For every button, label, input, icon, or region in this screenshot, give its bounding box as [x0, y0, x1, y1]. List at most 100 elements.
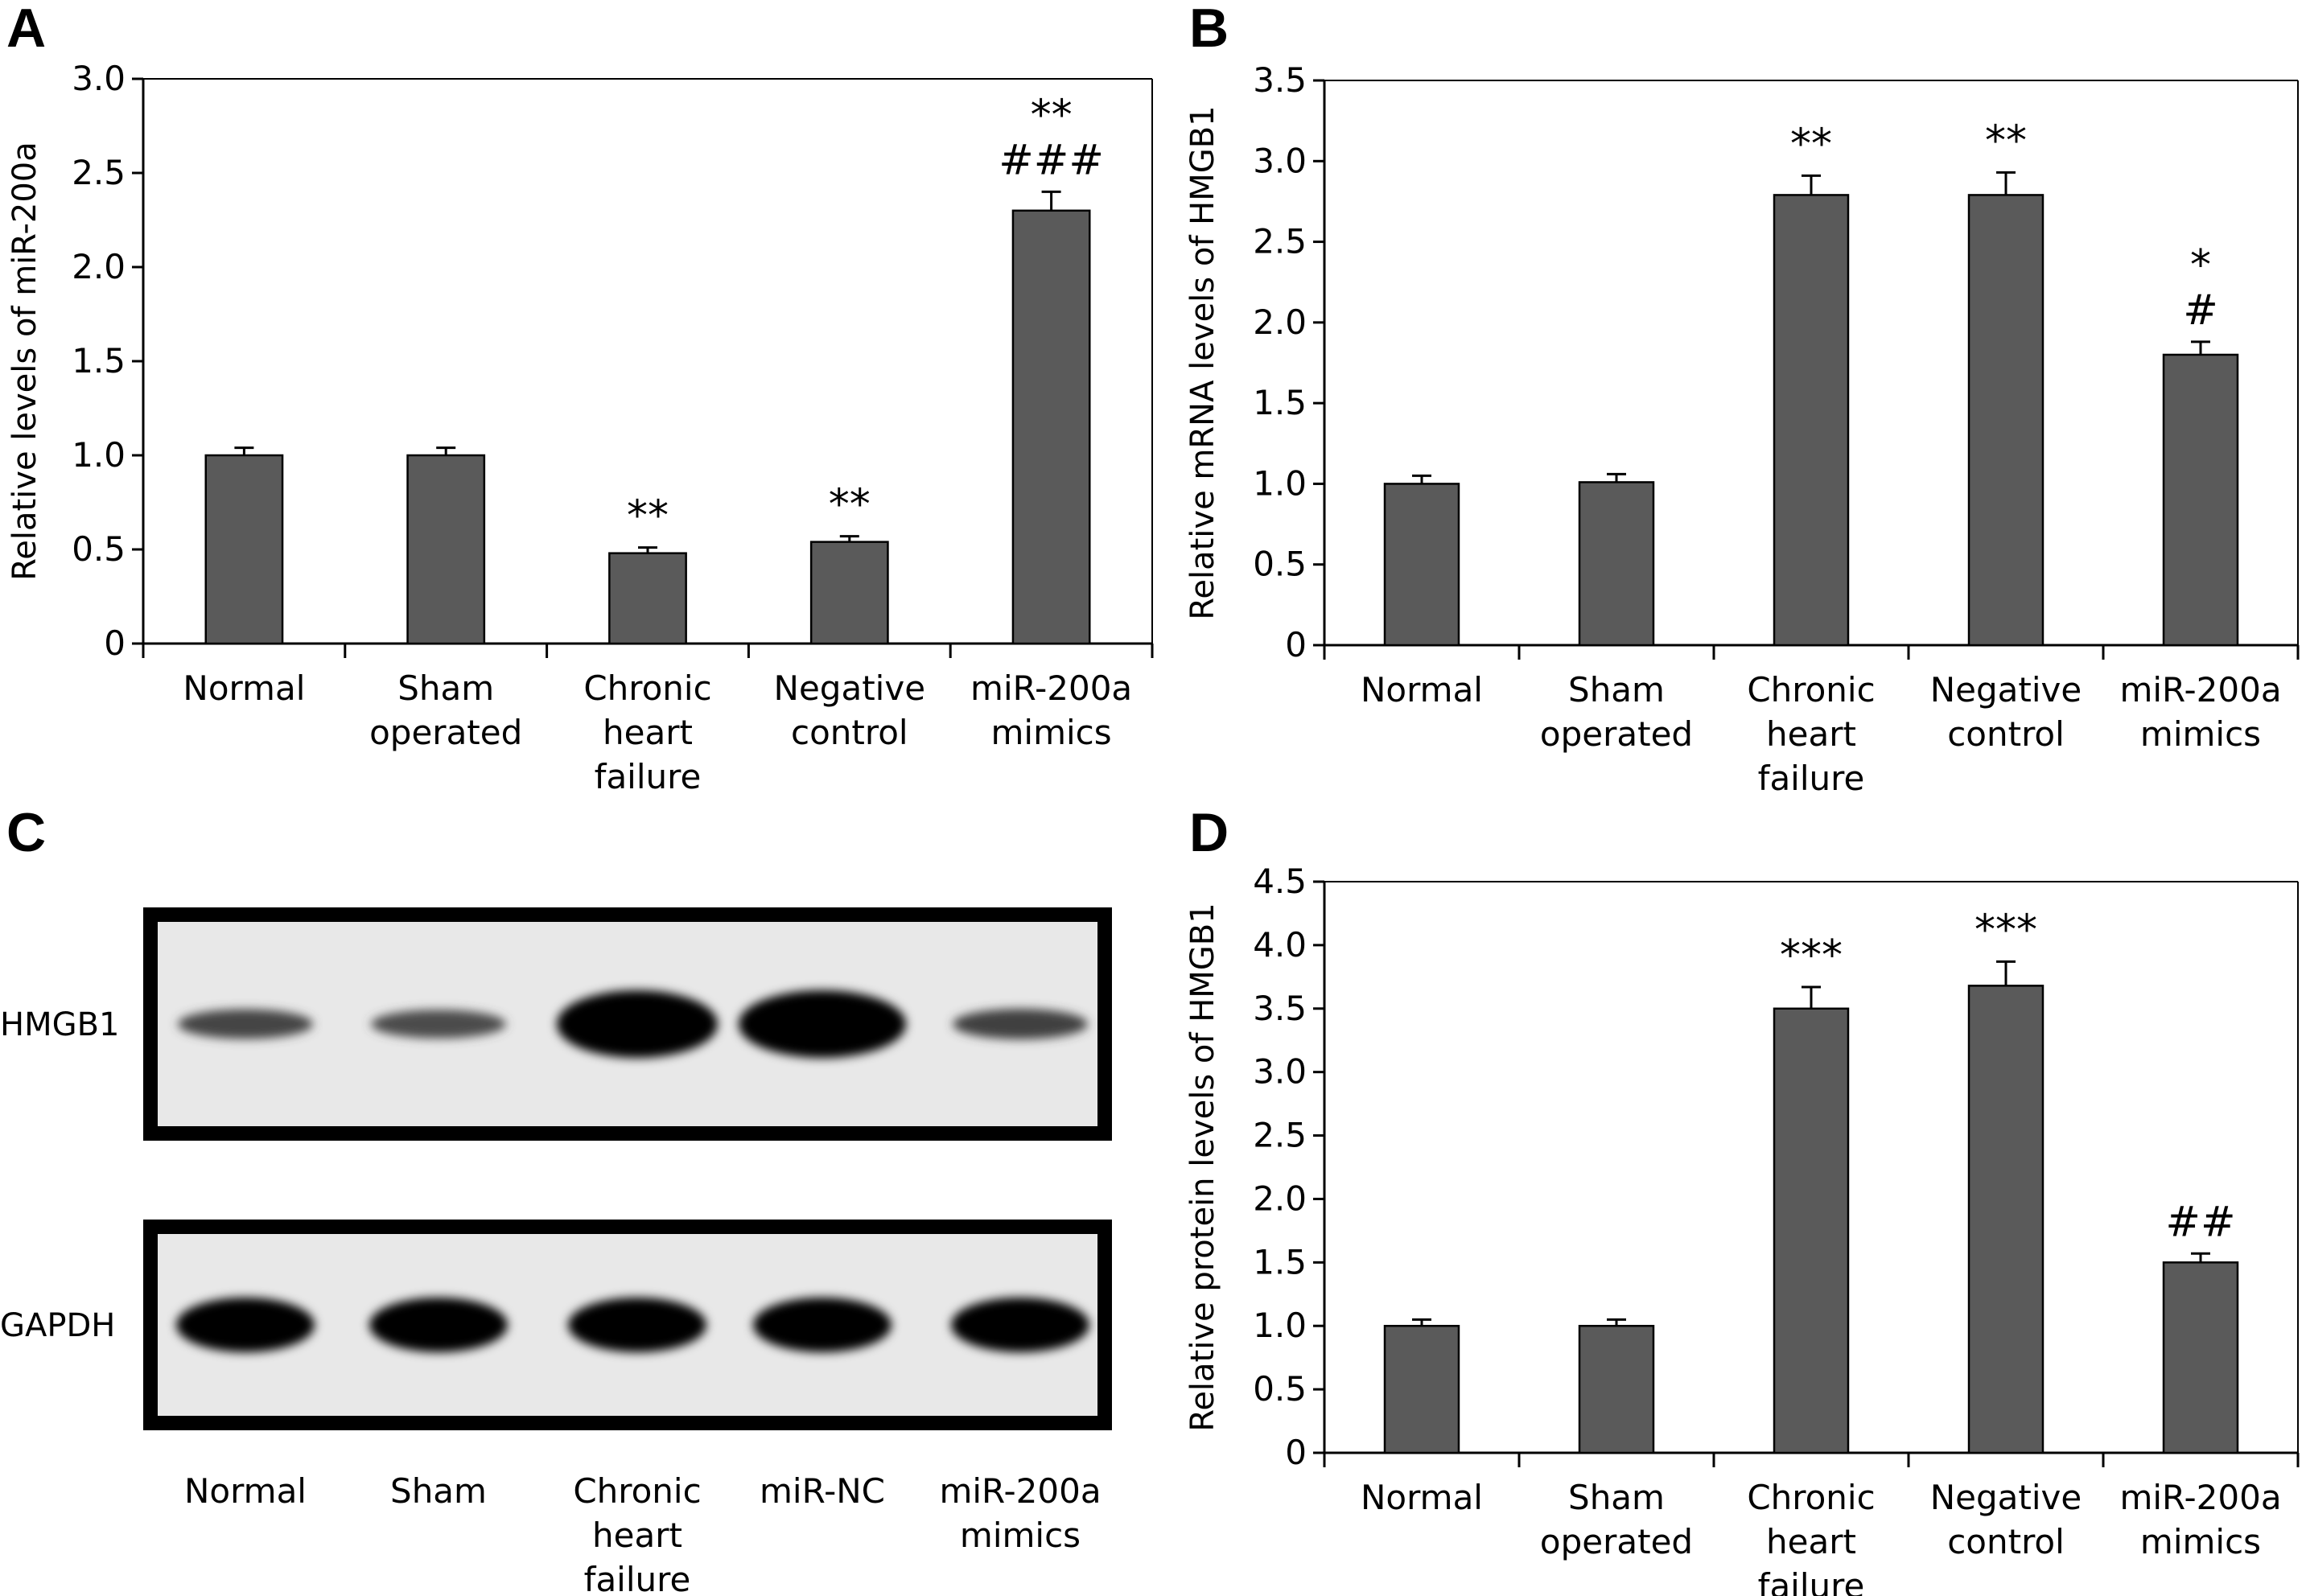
x-category-label: Normal [183, 668, 305, 708]
y-tick-label: 4.0 [1253, 925, 1307, 965]
bar [1967, 985, 2045, 1454]
y-axis-title: Relative levels of miR-200a [6, 142, 43, 581]
x-category-label: heart [1766, 714, 1856, 754]
x-category-label: Normal [1361, 1478, 1483, 1517]
significance-mark: ** [1031, 91, 1073, 139]
significance-mark: ** [829, 481, 871, 529]
x-category-label: failure [1758, 759, 1865, 798]
x-category-label: control [791, 713, 908, 752]
y-tick-label: 2.0 [72, 247, 126, 286]
y-tick-label: 1.5 [72, 341, 126, 380]
y-tick-label: 1.0 [1253, 1306, 1307, 1345]
y-tick-label: 1.5 [1253, 1242, 1307, 1281]
y-axis-title: Relative protein levels of HMGB1 [1184, 903, 1221, 1431]
x-category-label: failure [595, 757, 702, 796]
significance-mark: ## [2165, 1198, 2235, 1246]
y-tick-label: 3.0 [72, 59, 126, 98]
blot-band [753, 1298, 892, 1352]
significance-mark: * [2190, 241, 2211, 290]
western-blot: HMGB1 GAPDH Normal Sham Chronic heart failure m… [0, 907, 1112, 1596]
x-category-label: mimics [991, 713, 1112, 752]
significance-mark: *** [1975, 906, 2037, 954]
chart-a: 0 0.5 1.0 1.5 2.0 2.5 3.0 Relative levels of mi… [6, 59, 1154, 796]
blot-band [557, 990, 718, 1058]
x-category-label: miR-200a [2119, 670, 2281, 710]
x-category-label: mimics [2140, 1522, 2261, 1561]
blot-lane-label: heart [592, 1516, 682, 1555]
y-tick-label: 2.0 [1253, 302, 1307, 342]
bar [608, 552, 687, 645]
blot-band [371, 1010, 506, 1039]
y-tick-label: 2.5 [1253, 1116, 1307, 1155]
chart-d: 0 0.5 1.0 1.5 2.0 2.5 3.0 3.5 4.0 4.5 Relative pro… [1184, 862, 2300, 1596]
x-category-label: mimics [2140, 714, 2261, 754]
x-category-label: Sham [397, 668, 494, 708]
bar [406, 454, 486, 645]
significance-mark: ### [999, 136, 1104, 184]
x-category-label: operated [1540, 714, 1693, 754]
x-category-label: miR-200a [970, 668, 1132, 708]
y-tick-label: 1.0 [1253, 463, 1307, 503]
x-category-label: operated [369, 713, 522, 752]
x-category-label: operated [1540, 1522, 1693, 1561]
bar [1383, 483, 1460, 647]
bar [1011, 209, 1091, 645]
y-tick-label: 3.0 [1253, 1052, 1307, 1092]
y-tick-label: 3.0 [1253, 141, 1307, 180]
y-tick-label: 3.5 [1253, 60, 1307, 100]
x-category-label: Negative [1930, 1478, 2082, 1517]
panel-letter-a: A [6, 0, 46, 59]
panel-letter-d: D [1189, 802, 1229, 863]
x-category-label: Chronic [583, 668, 711, 708]
x-category-label: heart [603, 713, 693, 752]
blot-band [176, 1298, 315, 1352]
blot-lane-label: Sham [390, 1471, 487, 1511]
blot-lane-label: Normal [184, 1471, 307, 1511]
x-category-label: control [1947, 714, 2065, 754]
blot-band [951, 1298, 1089, 1352]
x-category-label: Chronic [1747, 670, 1875, 710]
y-tick-label: 0.5 [72, 529, 126, 569]
bar [1578, 1324, 1655, 1454]
x-category-label: Sham [1568, 670, 1665, 710]
bar [204, 454, 284, 645]
x-category-label: miR-200a [2119, 1478, 2281, 1517]
x-category-label: Negative [1930, 670, 2082, 710]
significance-mark: ** [1790, 120, 1832, 168]
bar [2162, 353, 2239, 647]
blot-band [739, 990, 906, 1058]
chart-b: 0 0.5 1.0 1.5 2.0 2.5 3.0 3.5 Relative mRNA leve… [1184, 60, 2300, 798]
x-category-label: Normal [1361, 670, 1483, 710]
blot-row-label: HMGB1 [0, 1006, 119, 1043]
significance-mark: # [2183, 286, 2218, 335]
y-tick-label: 2.5 [1253, 222, 1307, 261]
blot-band [568, 1298, 706, 1352]
blot-band [178, 1009, 313, 1039]
significance-mark: ** [627, 492, 669, 541]
y-tick-label: 1.5 [1253, 383, 1307, 422]
blot-lane-label: miR-200a [939, 1471, 1101, 1511]
blot-band [369, 1298, 508, 1352]
y-tick-label: 0 [1285, 625, 1307, 664]
y-tick-label: 0 [1285, 1433, 1307, 1472]
y-tick-label: 3.5 [1253, 989, 1307, 1028]
x-category-label: Negative [774, 668, 926, 708]
y-axis-title: Relative mRNA levels of HMGB1 [1184, 105, 1221, 619]
blot-lane-label: failure [584, 1560, 691, 1596]
bar [1773, 1007, 1850, 1454]
bar [1967, 194, 2045, 647]
bar [1773, 194, 1850, 647]
x-category-label: failure [1758, 1566, 1865, 1596]
bar [809, 541, 889, 645]
y-tick-label: 2.0 [1253, 1178, 1307, 1218]
bar [1578, 481, 1655, 647]
x-category-label: Chronic [1747, 1478, 1875, 1517]
y-tick-label: 0.5 [1253, 1369, 1307, 1409]
y-tick-label: 1.0 [72, 435, 126, 475]
y-tick-label: 2.5 [72, 153, 126, 192]
panel-letter-b: B [1189, 0, 1229, 59]
y-tick-label: 4.5 [1253, 862, 1307, 901]
bar [1383, 1324, 1460, 1454]
blot-lane-label: mimics [960, 1516, 1081, 1555]
